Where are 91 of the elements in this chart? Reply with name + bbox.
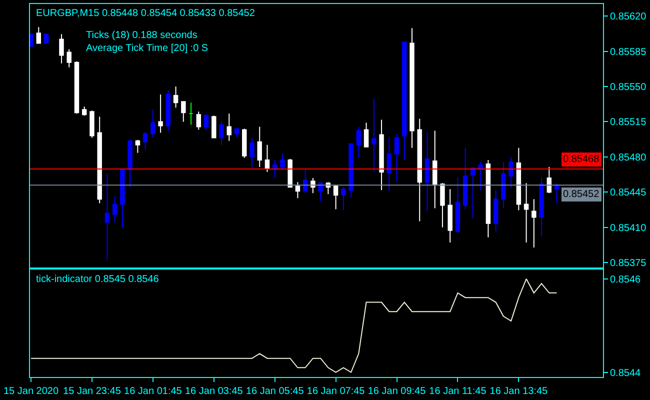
candlestick [196,111,202,130]
candlestick [448,188,452,243]
candlestick [82,106,87,116]
candlestick [539,178,544,237]
candlestick [333,184,338,210]
candlestick [181,101,186,122]
candlestick [295,182,300,199]
candlestick [104,174,110,260]
candlestick [410,28,414,148]
x-tick-label: 15 Jan 23:45 [63,386,122,397]
candlestick [348,143,354,198]
candlestick [280,153,285,170]
y-tick-label: 0.85375 [610,258,647,270]
candlestick [493,190,498,232]
chart-title: EURGBP,M15 0.85448 0.85454 0.85433 0.85452 [36,8,256,19]
chart-title: tick-indicator 0.8545 0.8546 [36,274,160,285]
candlestick [257,126,262,168]
candlestick [455,176,460,234]
x-tick-label: 16 Jan 11:45 [429,386,487,397]
candlestick [386,136,392,192]
x-tick-label: 16 Jan 07:45 [306,386,366,397]
candlestick [486,159,491,238]
ref-line-label: 0.85452 [563,189,600,200]
candlestick [59,34,64,64]
candlestick [402,42,407,160]
x-tick-label: 16 Jan 01:45 [124,386,182,397]
ref-line-label: 0.85468 [563,154,600,165]
candlestick [524,182,529,243]
candlestick [532,198,536,248]
candlestick [219,121,224,146]
candlestick [188,102,194,126]
y-tick-label: 0.8546 [610,274,642,286]
candlestick [166,90,171,132]
candlestick [36,26,41,44]
candlestick [142,131,148,150]
x-tick-label: 15 Jan 2020 [3,386,59,397]
x-tick-label: 16 Jan 05:45 [246,386,304,397]
y-tick-label: 0.85445 [610,188,647,199]
candlestick [226,113,232,142]
x-tick-label: 16 Jan 03:45 [184,386,244,397]
y-tick-label: 0.8544 [610,368,642,379]
candlestick [302,168,308,194]
y-tick-label: 0.85550 [610,82,647,93]
candlestick [394,133,400,183]
candlestick [97,116,102,204]
candlestick [478,161,483,191]
candlestick [212,115,216,138]
candlestick [546,166,552,194]
candlestick [288,158,292,188]
candlestick [242,128,247,158]
candlestick [356,126,362,158]
candlestick [120,168,125,228]
candlestick [318,182,323,202]
y-tick-label: 0.85410 [610,222,647,234]
candlestick [250,137,254,168]
candlestick [272,159,278,179]
candlestick [417,118,422,222]
y-tick-label: 0.85620 [610,12,647,23]
candlestick [135,139,140,154]
x-tick-label: 16 Jan 13:45 [490,386,548,397]
annotation: Ticks (18) 0.188 seconds [86,30,198,41]
candlestick [158,94,163,134]
candlestick [150,109,156,138]
candlestick [234,128,240,138]
candlestick [74,60,80,114]
y-tick-label: 0.85480 [610,152,647,164]
y-tick-label: 0.85585 [610,46,647,58]
candlestick [364,122,369,148]
candlestick [432,130,438,209]
candlestick [204,113,209,130]
candlestick [470,166,476,219]
candlestick [379,119,384,191]
candlestick [66,48,72,68]
candlestick [173,86,178,108]
annotation: Average Tick Time [20] :0 S [86,43,208,54]
candlestick [516,147,522,211]
candlestick [501,161,506,209]
x-tick-label: 16 Jan 09:45 [368,386,426,397]
candlestick [128,139,132,188]
candlestick [508,156,514,189]
candlestick [90,110,94,138]
candlestick [44,34,49,44]
y-tick-label: 0.85515 [610,117,647,128]
candlestick [554,182,560,205]
candlestick [440,182,445,228]
candlestick [424,131,430,212]
candlestick [372,98,376,173]
candlestick [112,196,118,223]
candlestick [264,144,270,173]
candlestick [341,186,346,211]
candlestick [462,147,468,210]
